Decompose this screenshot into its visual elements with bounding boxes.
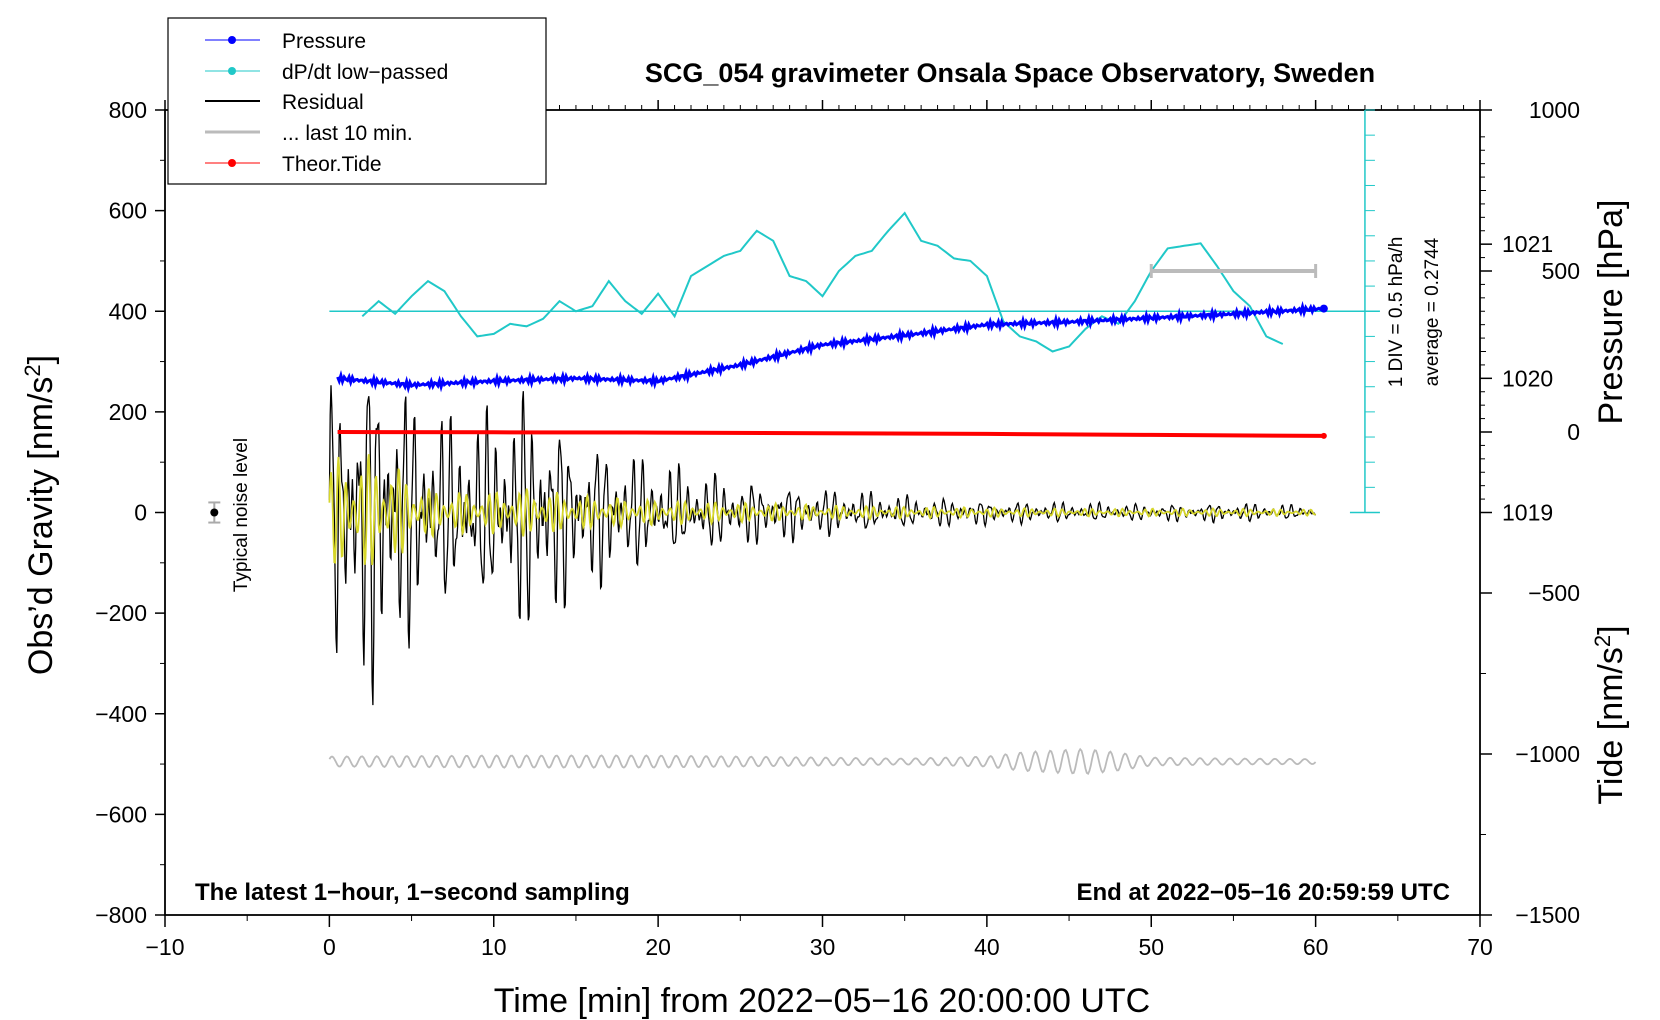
y-tick-label: −400 <box>95 701 147 727</box>
y-axis-title-end: ] <box>22 355 60 364</box>
legend-box <box>167 17 547 185</box>
x-axis-title: Time [min] from 2022−05−16 20:00:00 UTC <box>494 982 1150 1020</box>
y-tick-label: −800 <box>95 902 147 928</box>
x-tick-label: 0 <box>323 934 336 960</box>
x-tick-label: 60 <box>1303 934 1329 960</box>
tide-axis-title: Tide [nm/s2] <box>1590 625 1630 804</box>
last-10-min-line <box>328 747 1317 775</box>
legend-residual-label: Residual <box>282 91 364 114</box>
noise-label: Typical noise level <box>231 438 252 592</box>
pressure-tick-label: 1021 <box>1502 231 1553 257</box>
tide-axis-title-main: Tide [nm/s <box>1592 647 1630 804</box>
legend: Pressure dP/dt low−passed Residual ... l… <box>167 17 547 185</box>
x-tick-label: 50 <box>1138 934 1164 960</box>
y-axis-title-main: Obs’d Gravity [nm/s <box>22 377 60 676</box>
tide-tick-label: 0 <box>1567 419 1580 445</box>
pressure-line <box>336 300 1323 394</box>
legend-pressure-marker <box>228 36 236 44</box>
tide-line <box>337 430 1324 438</box>
dpdt-line <box>361 211 1284 353</box>
y-tick-label: 200 <box>109 399 147 425</box>
average-label: average = 0.2744 <box>1422 237 1443 386</box>
x-tick-label: 70 <box>1467 934 1493 960</box>
y-tick-label: 800 <box>109 97 147 123</box>
tide-end-marker <box>1320 432 1327 439</box>
pressure-end-marker <box>1319 304 1328 313</box>
y-tick-label: −200 <box>95 600 147 626</box>
pressure-tick-label: 1020 <box>1502 365 1553 391</box>
tide-tick-label: −1500 <box>1515 902 1580 928</box>
tide-tick-label: −500 <box>1528 580 1580 606</box>
y-tick-label: 0 <box>134 500 147 526</box>
tick-layer: −10 0 10 20 30 40 50 60 708006004002000−200−400−… <box>95 97 1580 960</box>
noise-marker <box>210 508 219 517</box>
pressure-axis-title: Pressure [hPa] <box>1592 200 1630 425</box>
tide-tick-label: 500 <box>1542 258 1580 284</box>
tide-tick-label: 1000 <box>1529 97 1580 123</box>
legend-dpdt-marker <box>228 67 236 75</box>
div-label: 1 DIV = 0.5 hPa/h <box>1386 237 1407 388</box>
tide-axis-title-sup: 2 <box>1590 635 1615 647</box>
series-layer <box>208 211 1380 775</box>
y-tick-label: −600 <box>95 801 147 827</box>
sampling-note: The latest 1−hour, 1−second sampling <box>195 879 630 906</box>
legend-pressure-label: Pressure <box>282 30 366 53</box>
y-axis-title-sup: 2 <box>20 364 45 376</box>
legend-dpdt-label: dP/dt low−passed <box>282 61 448 84</box>
end-time-note: End at 2022−05−16 20:59:59 UTC <box>1076 879 1450 906</box>
pressure-tick-label: 1019 <box>1502 500 1553 526</box>
legend-last10-label: ... last 10 min. <box>282 122 413 145</box>
x-tick-label: −10 <box>145 934 184 960</box>
y-tick-label: 400 <box>109 298 147 324</box>
x-tick-label: 20 <box>645 934 671 960</box>
y-axis-title: Obs’d Gravity [nm/s2] <box>20 355 60 675</box>
legend-tide-label: Theor.Tide <box>282 153 382 176</box>
x-tick-label: 40 <box>974 934 1000 960</box>
chart-title: SCG_054 gravimeter Onsala Space Observat… <box>645 58 1375 88</box>
y-tick-label: 600 <box>109 198 147 224</box>
x-tick-label: 10 <box>481 934 507 960</box>
tide-tick-label: −1000 <box>1515 741 1580 767</box>
legend-tide-marker <box>228 159 236 167</box>
tide-axis-title-end: ] <box>1592 625 1630 634</box>
residual-filtered-line <box>328 454 1317 566</box>
x-tick-label: 30 <box>810 934 836 960</box>
